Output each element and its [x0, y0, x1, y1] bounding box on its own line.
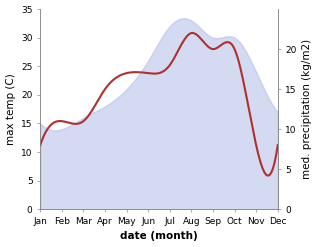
X-axis label: date (month): date (month)	[120, 231, 198, 242]
Y-axis label: max temp (C): max temp (C)	[5, 73, 16, 145]
Y-axis label: med. precipitation (kg/m2): med. precipitation (kg/m2)	[302, 39, 313, 179]
